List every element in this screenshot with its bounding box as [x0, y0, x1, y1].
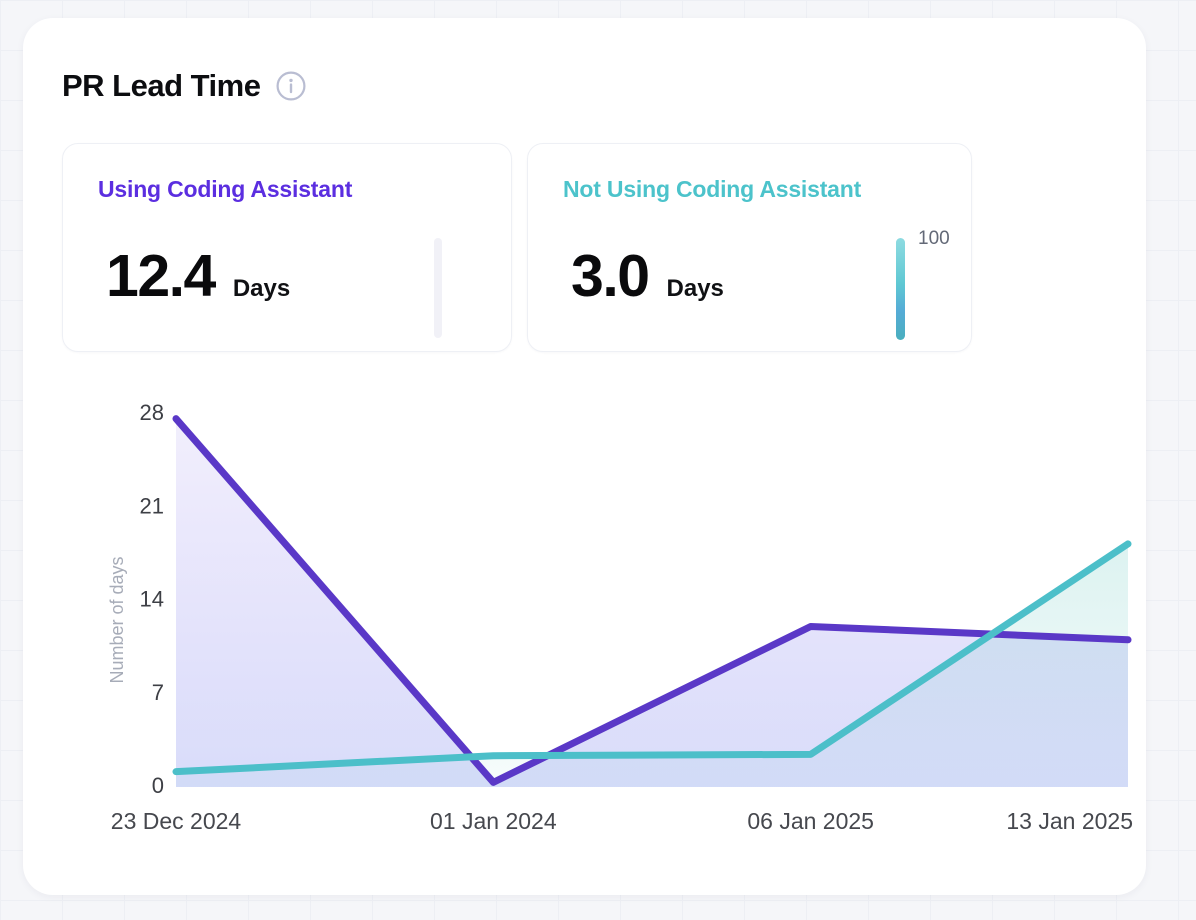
x-axis-tick-label: 13 Jan 2025 — [1006, 808, 1133, 834]
pr-lead-time-card: PR Lead Time Using Coding Assistant 12.4… — [23, 18, 1146, 895]
y-axis-tick-label: 14 — [140, 587, 164, 612]
stat-mini-bar — [434, 238, 442, 338]
stat-value: 12.4 — [106, 243, 216, 309]
y-axis-tick-label: 0 — [152, 773, 164, 798]
stat-value: 3.0 — [571, 243, 650, 309]
stat-label: Using Coding Assistant — [98, 176, 353, 202]
x-axis-tick-label: 23 Dec 2024 — [111, 808, 242, 834]
series-area-1 — [176, 543, 1128, 787]
series-line-1 — [172, 540, 1132, 776]
info-icon-glyph — [276, 71, 306, 101]
page-title: PR Lead Time — [62, 68, 261, 103]
x-axis-tick-label: 01 Jan 2024 — [430, 808, 557, 834]
stat-unit: Days — [666, 275, 724, 302]
stat-value-row: 12.4 Days — [106, 242, 290, 310]
y-axis-tick-label: 7 — [152, 680, 164, 705]
stat-value-row: 3.0 Days — [571, 242, 724, 310]
card-header: PR Lead Time — [62, 68, 306, 104]
y-axis-title: Number of days — [107, 556, 127, 683]
series-line-0 — [172, 415, 1132, 786]
x-axis-tick-label: 06 Jan 2025 — [747, 808, 874, 834]
stat-unit: Days — [232, 275, 291, 302]
chart-canvas: 0 7 14 21 28 Number of days 23 Dec 2024 01 Jan … — [107, 400, 1133, 834]
stat-card-not-using-assistant: Not Using Coding Assistant 3.0 Days 100 — [527, 143, 972, 352]
stat-card-using-assistant: Using Coding Assistant 12.4 Days — [62, 143, 512, 352]
bar-scale-label: 100 — [918, 228, 950, 249]
y-axis-tick-label: 28 — [140, 400, 164, 425]
y-axis-tick-label: 21 — [140, 493, 164, 518]
info-icon[interactable] — [276, 71, 306, 101]
stat-label: Not Using Coding Assistant — [563, 176, 862, 202]
stat-mini-bar — [896, 238, 905, 340]
lead-time-chart: 0 7 14 21 28 Number of days 23 Dec 2024 01 Jan … — [100, 395, 1146, 865]
